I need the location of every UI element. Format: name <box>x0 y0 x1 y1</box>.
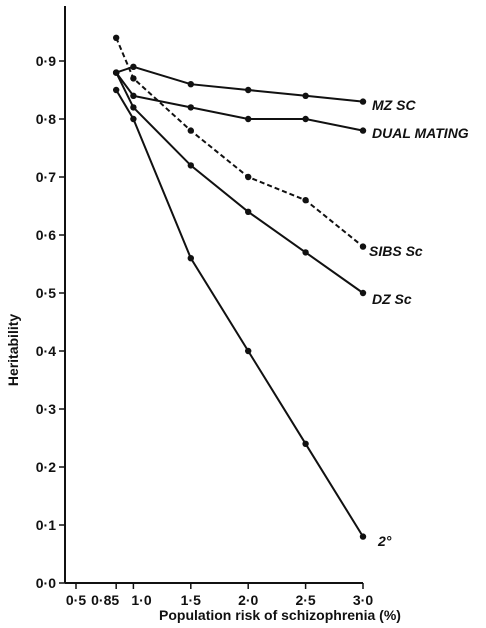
data-point-dz-sc <box>359 289 367 297</box>
series-label-2: 2° <box>377 533 392 549</box>
data-point-dual-mating <box>359 127 367 134</box>
series-line-dz-sc <box>115 72 364 294</box>
data-point-2 <box>112 86 120 94</box>
data-point-mz-sc <box>245 86 252 94</box>
data-point-2 <box>359 533 367 540</box>
data-point-sibs-sc <box>359 243 367 250</box>
y-tick-label: 0·1 <box>36 517 56 533</box>
series-line-2 <box>115 89 364 538</box>
x-tick-label: 3·0 <box>353 592 373 608</box>
data-point-2 <box>245 347 252 355</box>
series-line-dual-mating <box>115 72 364 132</box>
x-axis-label: Population risk of schizophrenia (%) <box>159 607 401 623</box>
data-point-mz-sc <box>187 81 194 88</box>
x-tick-label: 0·85 <box>91 592 119 608</box>
data-point-2 <box>130 115 137 123</box>
data-point-dz-sc <box>187 162 194 169</box>
y-tick-label: 0·8 <box>36 111 56 127</box>
data-point-sibs-sc <box>187 127 194 134</box>
axes: 0·0 0·1 0·2 0·3 0·4 0·5 0·6 0·7 0·8 0·9 0·5 0·85 1·0… <box>36 6 373 608</box>
data-point-dz-sc <box>130 104 137 111</box>
y-tick-label: 0·0 <box>36 575 56 591</box>
series-label-sibs-sc: SIBS Sc <box>369 243 423 259</box>
data-point-sibs-sc <box>130 75 137 82</box>
series-label-dz-sc: DZ Sc <box>372 291 412 307</box>
x-tick-label: 1·5 <box>181 592 201 608</box>
data-point-dual-mating <box>245 115 252 123</box>
y-tick-label: 0·5 <box>36 285 56 301</box>
data-point-2 <box>302 440 309 447</box>
x-tick-label: 1·0 <box>131 592 151 608</box>
data-point-dual-mating <box>187 104 194 111</box>
data-point-dz-sc <box>245 208 252 215</box>
x-tick-label: 2·0 <box>238 592 258 608</box>
x-tick-label: 0·5 <box>66 592 86 608</box>
y-tick-label: 0·7 <box>36 169 56 185</box>
data-point-sibs-sc <box>112 34 120 41</box>
y-tick-label: 0·2 <box>36 459 56 475</box>
series-label-mz-sc: MZ SC <box>372 97 416 113</box>
data-point-2 <box>187 255 194 262</box>
data-point-mz-sc <box>302 92 309 100</box>
y-tick-label: 0·6 <box>36 227 56 243</box>
y-axis-label: Heritability <box>5 314 21 387</box>
series-line-mz-sc <box>115 65 364 103</box>
series-layer: MZ SC DUAL MATING SIBS Sc DZ Sc 2° <box>112 34 469 549</box>
y-tick-label: 0·3 <box>36 401 56 417</box>
data-point-dual-mating <box>130 92 137 100</box>
series-line-sibs-sc <box>115 37 364 248</box>
x-tick-label: 2·5 <box>295 592 315 608</box>
y-tick-label: 0·9 <box>36 53 56 69</box>
data-point-dz-sc <box>302 249 309 256</box>
data-point-dz-sc <box>112 69 120 76</box>
data-point-mz-sc <box>359 98 367 105</box>
series-label-dual-mating: DUAL MATING <box>372 125 469 141</box>
data-point-mz-sc <box>130 63 137 70</box>
data-point-dual-mating <box>302 115 309 123</box>
data-point-sibs-sc <box>302 197 309 204</box>
data-point-sibs-sc <box>245 173 252 181</box>
y-tick-label: 0·4 <box>36 343 56 359</box>
